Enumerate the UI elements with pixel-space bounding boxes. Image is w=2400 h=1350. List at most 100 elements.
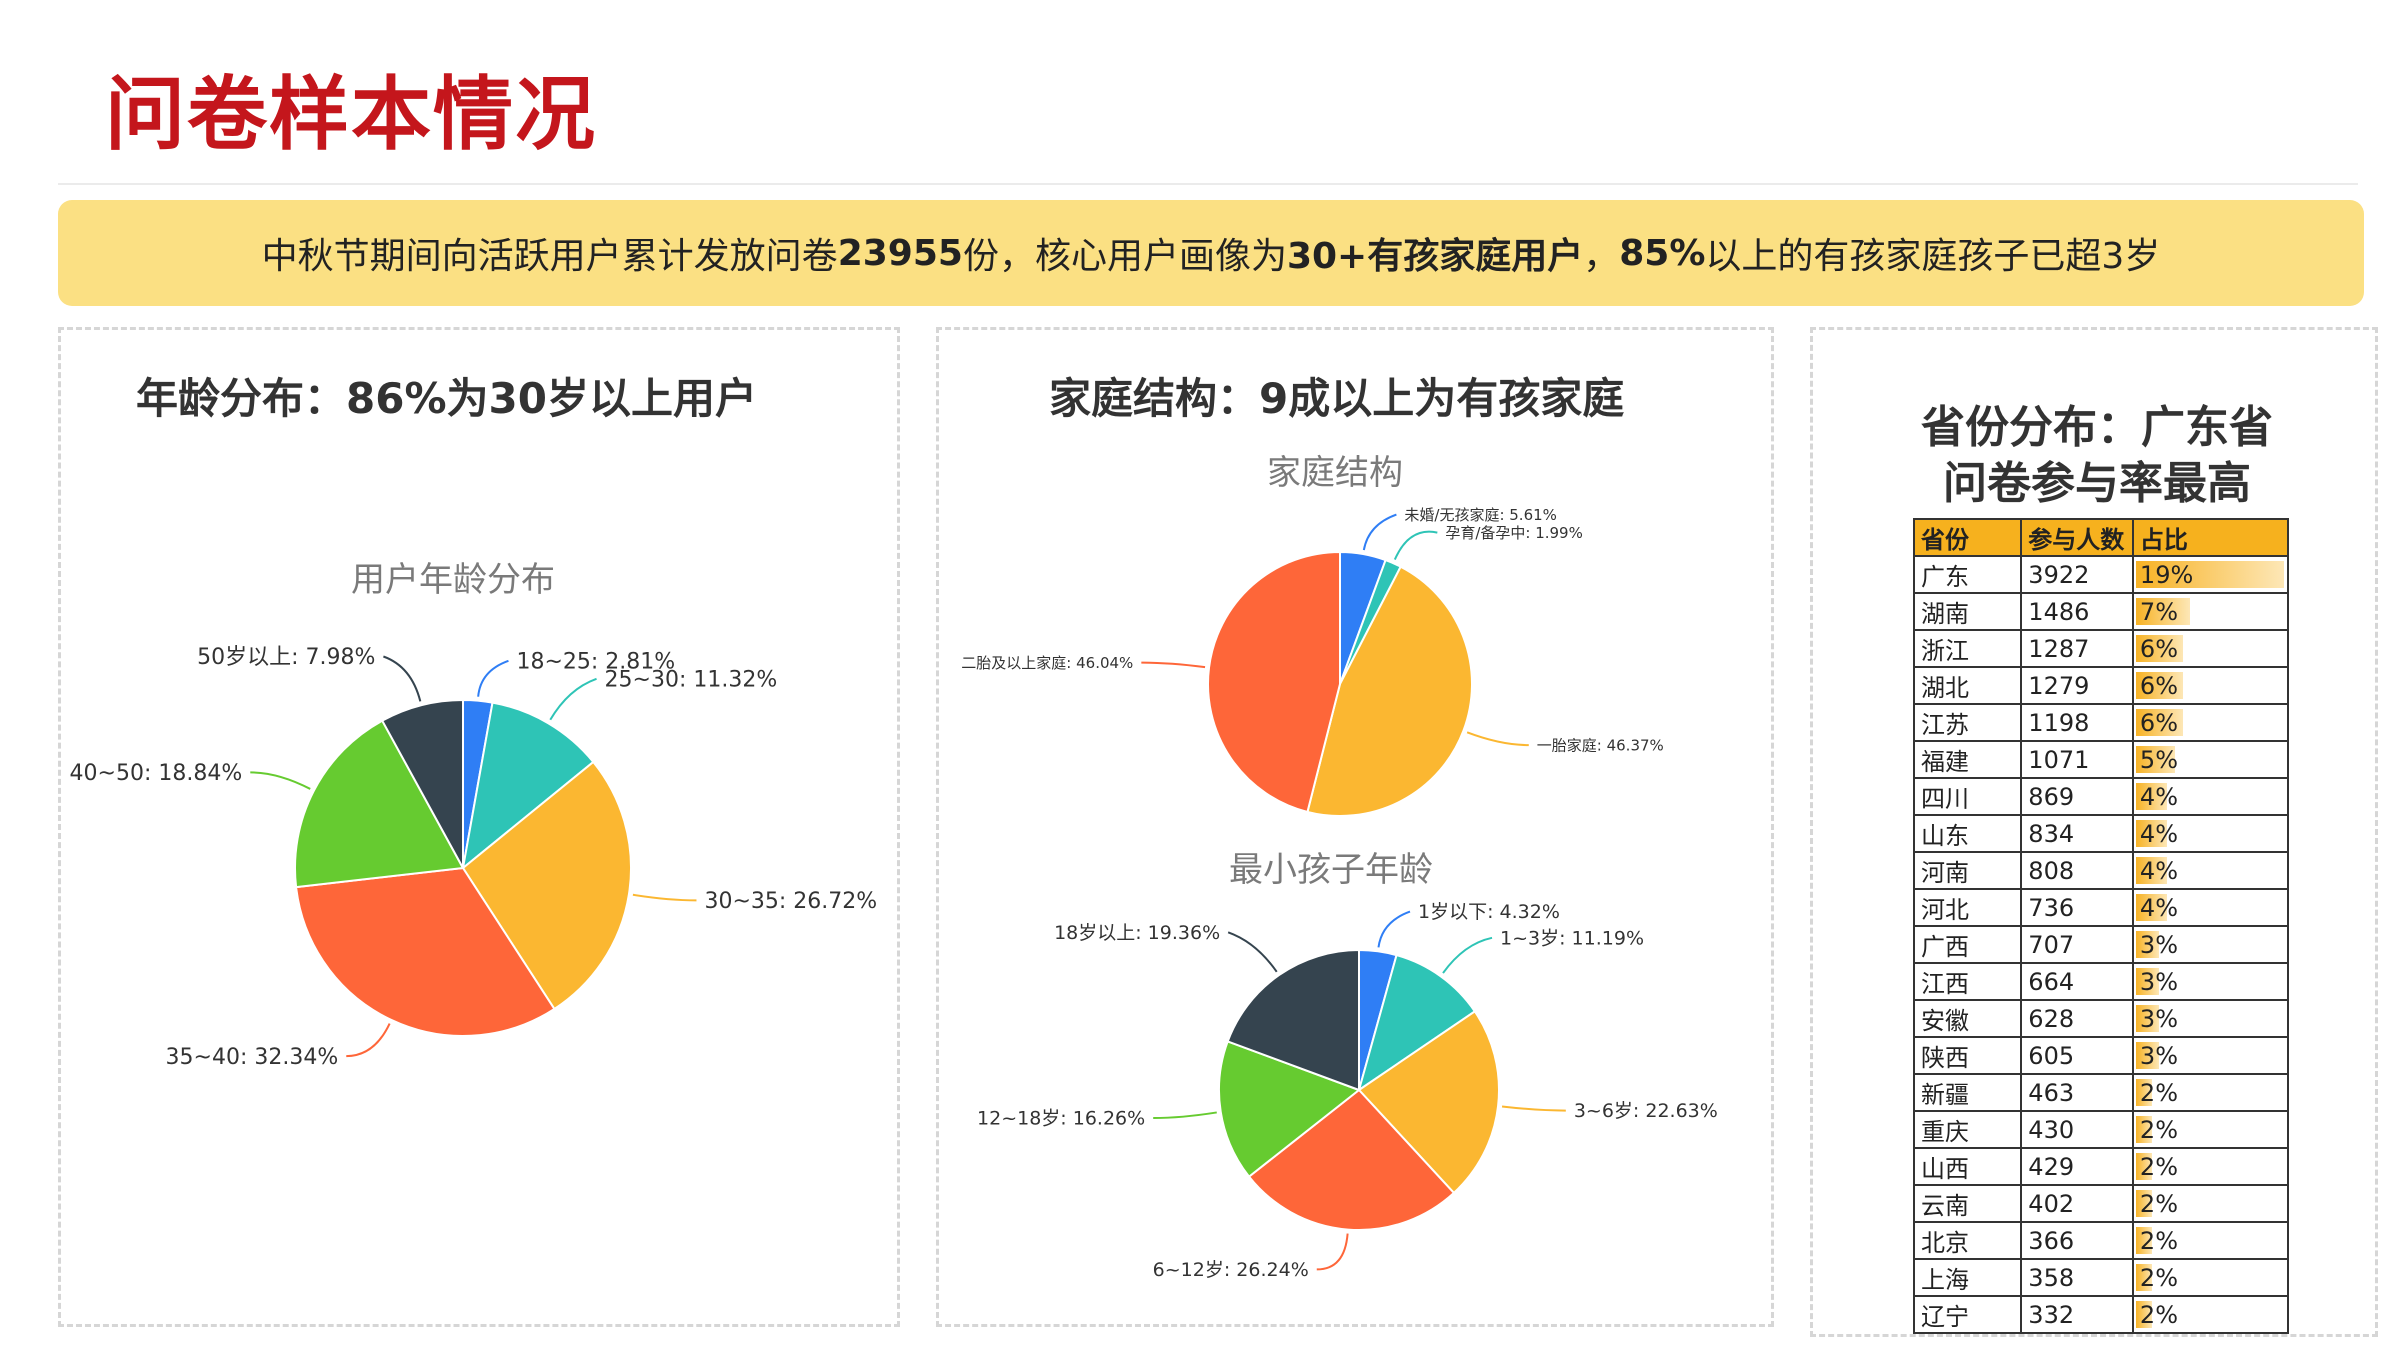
province-cell: 重庆 — [1912, 1110, 2023, 1149]
pie-leader-line — [1501, 1105, 1566, 1112]
banner-bold-persona: 30+有孩家庭用户 — [1286, 236, 1584, 277]
share-cell: 19% — [2131, 555, 2290, 594]
province-cell: 山东 — [1912, 814, 2023, 853]
share-text: 2% — [2139, 1263, 2178, 1292]
share-text: 7% — [2139, 597, 2178, 626]
pie-slice — [1357, 1009, 1500, 1195]
share-bar — [2135, 1227, 2152, 1254]
age-panel-heading: 年龄分布：86%为30岁以上用户 — [136, 374, 757, 423]
share-cell: 7% — [2131, 592, 2290, 631]
banner-bold-count: 23955 — [837, 232, 963, 274]
share-bar — [2135, 1264, 2152, 1291]
province-table-header: 省份 参与人数 占比 — [1912, 518, 2290, 557]
share-cell: 2% — [2131, 1258, 2290, 1297]
share-bar — [2135, 1079, 2152, 1106]
province-cell: 北京 — [1912, 1221, 2023, 1260]
pie-slice — [461, 701, 595, 871]
share-bar — [2135, 1153, 2152, 1180]
province-cell: 江苏 — [1912, 703, 2023, 742]
pie-slice-label: 一胎家庭: 46.37% — [1537, 736, 1664, 754]
page-title: 问卷样本情况 — [105, 68, 597, 161]
share-cell: 2% — [2131, 1184, 2290, 1223]
family-pie-charts: 未婚/无孩家庭: 5.61%孕育/备孕中: 1.99% 一胎家庭: 46.37% 二… — [961, 506, 1718, 1281]
share-text: 4% — [2139, 856, 2178, 885]
age-panel: 年龄分布：86%为30岁以上用户 用户年龄分布 18~25: 2.81% 25~3… — [58, 327, 900, 1327]
province-cell: 河北 — [1912, 888, 2023, 927]
pie-leader-line — [346, 1023, 391, 1058]
share-bar — [2135, 1005, 2160, 1032]
pie-leader-line — [1153, 1111, 1217, 1120]
pie-slice-label: 二胎及以上家庭: 46.04% — [961, 654, 1133, 672]
family-panel: 家庭结构：9成以上为有孩家庭 家庭结构 最小孩子年龄 未婚/无孩家庭: 5.61… — [936, 327, 1774, 1327]
share-text: 5% — [2139, 745, 2178, 774]
count-cell: 707 — [2020, 925, 2134, 964]
table-row: 河北 736 4% — [1912, 888, 2290, 927]
province-cell: 河南 — [1912, 851, 2023, 890]
share-bar — [2135, 1301, 2152, 1328]
province-cell: 福建 — [1912, 740, 2023, 779]
table-row: 河南 808 4% — [1912, 851, 2290, 890]
banner-text-3: ， — [1583, 236, 1620, 277]
table-row: 江西 664 3% — [1912, 962, 2290, 1001]
age-chart-title: 用户年龄分布 — [351, 560, 555, 600]
family-panel-heading: 家庭结构：9成以上为有孩家庭 — [1049, 374, 1625, 423]
pie-slice — [1218, 1040, 1362, 1179]
pie-slice — [294, 866, 556, 1037]
pie-leader-line — [1442, 936, 1493, 974]
share-cell: 2% — [2131, 1221, 2290, 1260]
pie-slice — [1357, 953, 1477, 1093]
pie-slice — [1226, 948, 1360, 1092]
pie-slice-label: 6~12岁: 26.24% — [1153, 1259, 1309, 1281]
column-header-share: 占比 — [2131, 518, 2290, 557]
share-cell: 5% — [2131, 740, 2290, 779]
share-text: 2% — [2139, 1226, 2178, 1255]
province-cell: 广东 — [1912, 555, 2023, 594]
share-text: 4% — [2139, 782, 2178, 811]
province-cell: 浙江 — [1912, 629, 2023, 668]
province-cell: 四川 — [1912, 777, 2023, 816]
table-row: 江苏 1198 6% — [1912, 703, 2290, 742]
pie-leader-line — [549, 677, 597, 721]
pie-leader-line — [1141, 661, 1206, 669]
table-row: 湖南 1486 7% — [1912, 592, 2290, 631]
count-cell: 429 — [2020, 1147, 2134, 1186]
pie-slice-label: 1~3岁: 11.19% — [1500, 927, 1644, 949]
share-bar — [2135, 894, 2168, 921]
share-bar — [2135, 635, 2183, 662]
share-cell: 6% — [2131, 666, 2290, 705]
pie-slice-label: 3~6岁: 22.63% — [1574, 1100, 1718, 1122]
count-cell: 1279 — [2020, 666, 2134, 705]
pie-slice-label: 18岁以上: 19.36% — [1054, 922, 1220, 944]
share-bar — [2135, 1116, 2152, 1143]
count-cell: 834 — [2020, 814, 2134, 853]
table-row: 云南 402 2% — [1912, 1184, 2290, 1223]
pie-leader-line — [250, 771, 311, 790]
share-text: 2% — [2139, 1300, 2178, 1329]
share-cell: 4% — [2131, 814, 2290, 853]
pie-slice — [1306, 565, 1473, 817]
count-cell: 1071 — [2020, 740, 2134, 779]
table-row: 广西 707 3% — [1912, 925, 2290, 964]
province-heading-line2: 问卷参与率最高 — [1943, 458, 2251, 509]
count-cell: 463 — [2020, 1073, 2134, 1112]
share-bar — [2135, 709, 2183, 736]
province-cell: 湖南 — [1912, 592, 2023, 631]
share-cell: 3% — [2131, 962, 2290, 1001]
count-cell: 869 — [2020, 777, 2134, 816]
banner-text-2: 份，核心用户画像为 — [962, 236, 1287, 277]
pie-slice-label: 50岁以上: 7.98% — [197, 645, 375, 670]
share-cell: 2% — [2131, 1073, 2290, 1112]
pie-slice-label: 12~18岁: 16.26% — [977, 1108, 1145, 1130]
table-row: 陕西 605 3% — [1912, 1036, 2290, 1075]
province-cell: 湖北 — [1912, 666, 2023, 705]
province-panel: 省份分布：广东省 问卷参与率最高 省份 参与人数 占比 广东 3922 19% 湖南 1… — [1810, 327, 2378, 1337]
share-bar — [2135, 1190, 2152, 1217]
share-text: 4% — [2139, 893, 2178, 922]
share-text: 3% — [2139, 1041, 2178, 1070]
share-cell: 6% — [2131, 703, 2290, 742]
share-bar — [2135, 968, 2160, 995]
count-cell: 332 — [2020, 1295, 2134, 1334]
share-bar — [2135, 783, 2168, 810]
table-row: 重庆 430 2% — [1912, 1110, 2290, 1149]
count-cell: 366 — [2020, 1221, 2134, 1260]
